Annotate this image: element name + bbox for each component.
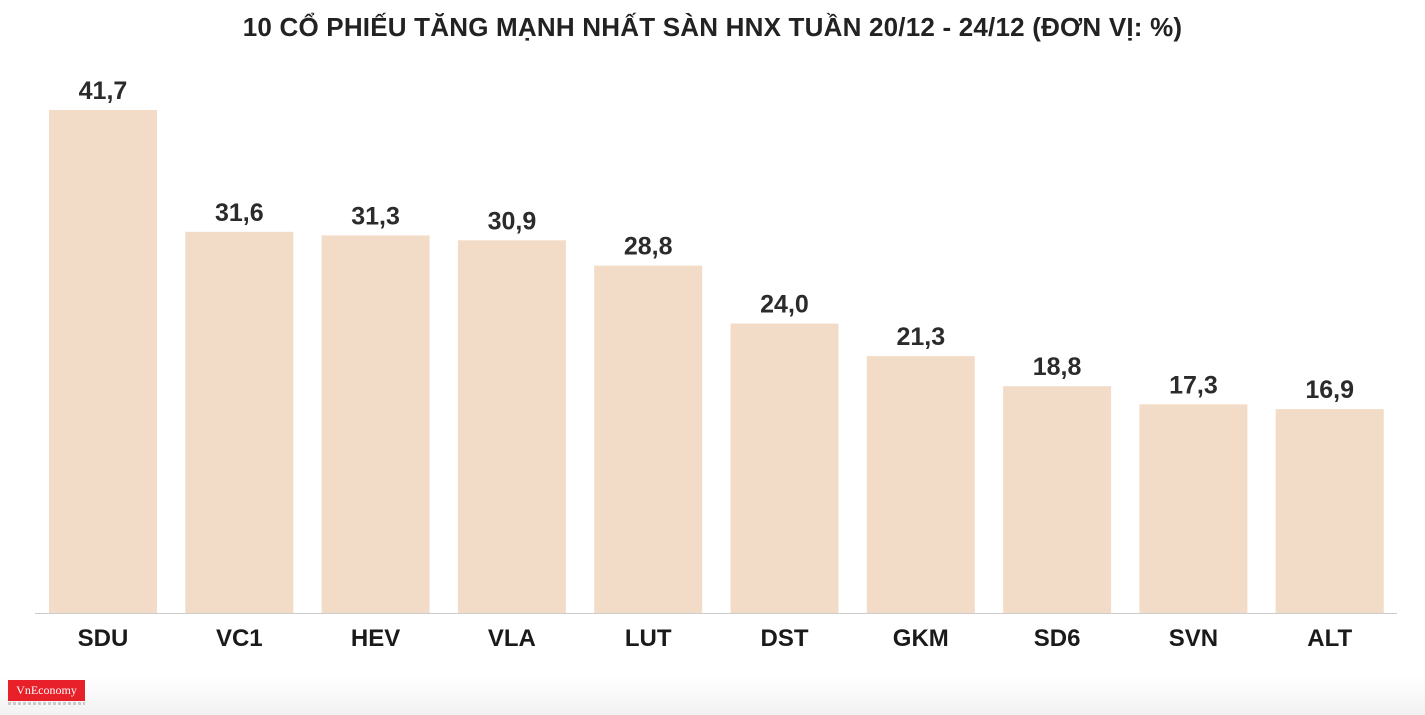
category-label-hev: HEV [351,625,400,652]
category-label-dst: DST [761,625,809,652]
value-labels-group: 41,7 31,6 31,3 30,9 28,8 24,0 21,3 18,8 17,3 16,9 [79,77,1354,404]
category-label-svn: SVN [1169,625,1218,652]
value-label-hev: 31,3 [351,202,400,230]
bar-hev [321,235,430,613]
bar-sd6 [1003,386,1112,613]
category-label-sd6: SD6 [1034,625,1081,652]
bar-alt [1275,409,1384,613]
category-label-sdu: SDU [78,625,129,652]
bar-gkm [866,356,975,613]
category-label-alt: ALT [1307,625,1352,652]
logo-tagline-decoration [8,702,85,705]
bar-sdu [49,110,157,613]
bar-vla [457,240,566,614]
category-label-lut: LUT [625,625,672,652]
value-label-lut: 28,8 [624,233,673,261]
category-label-vla: VLA [488,625,536,652]
bar-svn [1139,404,1248,613]
value-label-vc1: 31,6 [215,199,264,227]
bar-lut [594,265,703,613]
bar-dst [730,323,839,613]
bars-group [49,110,1384,614]
value-label-gkm: 21,3 [896,323,945,351]
category-labels-group: SDU VC1 HEV VLA LUT DST GKM SD6 SVN ALT [78,625,1353,652]
value-label-sd6: 18,8 [1033,353,1082,381]
value-label-alt: 16,9 [1305,376,1354,404]
category-label-vc1: VC1 [216,625,263,652]
value-label-svn: 17,3 [1169,371,1218,399]
category-label-gkm: GKM [893,625,949,652]
value-label-dst: 24,0 [760,291,809,319]
footer-band [0,676,1425,715]
bar-vc1 [185,231,294,614]
vneconomy-logo: VnEconomy [8,680,85,701]
chart-title: 10 CỔ PHIẾU TĂNG MẠNH NHẤT SÀN HNX TUẦN … [242,12,1183,42]
value-label-sdu: 41,7 [79,77,128,105]
value-label-vla: 30,9 [488,207,537,235]
